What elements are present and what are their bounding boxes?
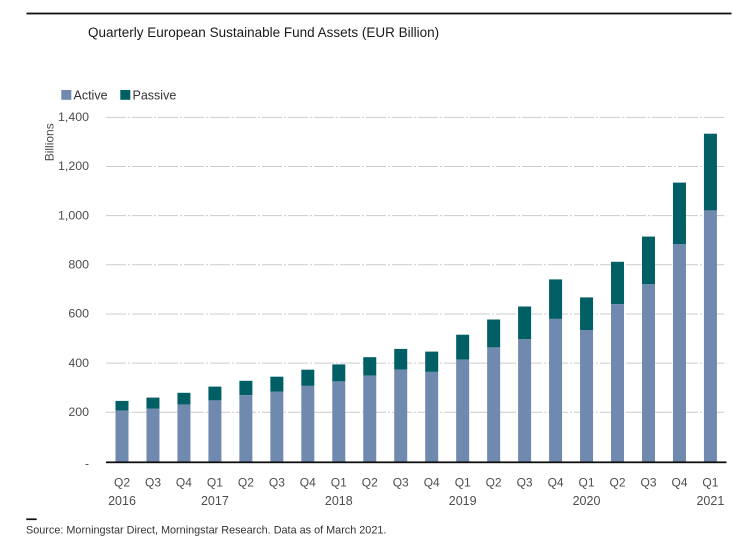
- svg-text:Q3: Q3: [640, 476, 656, 490]
- svg-text:Q2: Q2: [238, 476, 254, 490]
- svg-text:Q1: Q1: [702, 476, 718, 490]
- svg-text:400: 400: [68, 356, 89, 370]
- svg-text:Active: Active: [74, 88, 108, 102]
- svg-text:Q1: Q1: [455, 476, 471, 490]
- svg-text:Q4: Q4: [176, 476, 192, 490]
- svg-text:Q2: Q2: [609, 476, 625, 490]
- svg-text:-: -: [85, 456, 89, 470]
- svg-text:Q4: Q4: [671, 476, 687, 490]
- svg-text:2018: 2018: [325, 494, 353, 508]
- svg-text:800: 800: [68, 258, 89, 272]
- svg-text:Billions: Billions: [43, 123, 57, 161]
- svg-text:Q1: Q1: [578, 476, 594, 490]
- svg-text:Q1: Q1: [331, 476, 347, 490]
- svg-text:2020: 2020: [573, 494, 601, 508]
- svg-text:Q1: Q1: [207, 476, 223, 490]
- svg-text:2021: 2021: [696, 494, 724, 508]
- svg-text:Quarterly European Sustainable: Quarterly European Sustainable Fund Asse…: [88, 25, 439, 40]
- svg-text:600: 600: [68, 307, 89, 321]
- svg-text:Q2: Q2: [486, 476, 502, 490]
- svg-text:Q4: Q4: [424, 476, 440, 490]
- svg-text:1,400: 1,400: [58, 110, 89, 124]
- svg-text:Q4: Q4: [548, 476, 564, 490]
- svg-text:2017: 2017: [201, 494, 229, 508]
- svg-text:Q3: Q3: [269, 476, 285, 490]
- svg-text:2016: 2016: [108, 494, 136, 508]
- svg-text:Q2: Q2: [362, 476, 378, 490]
- svg-text:Q3: Q3: [517, 476, 533, 490]
- svg-text:Source: Morningstar Direct, Mo: Source: Morningstar Direct, Morningstar …: [26, 525, 386, 537]
- svg-text:Q2: Q2: [114, 476, 130, 490]
- svg-text:Q4: Q4: [300, 476, 316, 490]
- svg-text:2019: 2019: [449, 494, 477, 508]
- svg-text:1,000: 1,000: [58, 208, 89, 222]
- svg-text:200: 200: [68, 405, 89, 419]
- svg-text:1,200: 1,200: [58, 159, 89, 173]
- svg-text:Passive: Passive: [133, 88, 177, 102]
- svg-text:Q3: Q3: [145, 476, 161, 490]
- svg-text:Q3: Q3: [393, 476, 409, 490]
